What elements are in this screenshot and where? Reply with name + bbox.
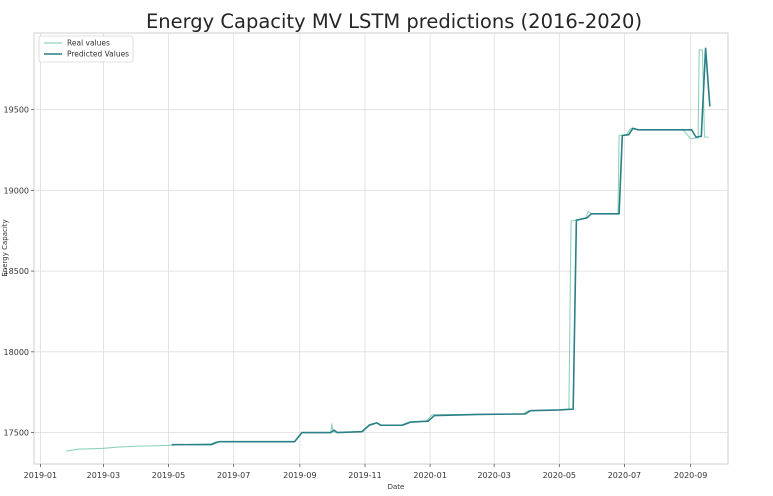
x-tick-label: 2019-11 xyxy=(348,471,381,480)
y-tick-label: 17500 xyxy=(4,429,29,438)
x-tick-label: 2019-07 xyxy=(217,471,250,480)
x-tick-label: 2020-09 xyxy=(674,471,707,480)
series-line-predicted-values xyxy=(171,47,711,446)
x-axis-ticks: 2019-01 2019-03 2019-05 2019-07 2019-09 2019-… xyxy=(24,464,707,480)
y-axis-ticks: 17500 18000 18500 19000 19500 xyxy=(4,106,34,438)
x-tick-label: 2020-07 xyxy=(608,471,641,480)
x-tick-label: 2019-03 xyxy=(87,471,120,480)
x-tick-label: 2020-01 xyxy=(413,471,446,480)
y-tick-label: 19500 xyxy=(4,106,29,115)
x-axis-label: Date xyxy=(388,483,405,491)
y-axis-label: Energy Capacity xyxy=(1,219,9,276)
legend-label-real: Real values xyxy=(67,39,110,48)
chart-title: Energy Capacity MV LSTM predictions (201… xyxy=(146,10,642,33)
legend: Real values Predicted Values xyxy=(38,35,134,63)
plot-area xyxy=(33,32,729,465)
y-tick-label: 18000 xyxy=(4,348,29,357)
x-tick-label: 2019-01 xyxy=(24,471,57,480)
y-tick-label: 19000 xyxy=(4,186,29,195)
x-tick-label: 2019-05 xyxy=(152,471,185,480)
y-tick-label: 18500 xyxy=(4,267,29,276)
legend-label-predicted: Predicted Values xyxy=(67,50,129,59)
legend-box xyxy=(38,35,134,63)
series-layer xyxy=(65,47,711,452)
x-tick-label: 2020-03 xyxy=(477,471,510,480)
grid xyxy=(34,33,728,464)
x-tick-label: 2019-09 xyxy=(283,471,316,480)
x-tick-label: 2020-05 xyxy=(543,471,576,480)
